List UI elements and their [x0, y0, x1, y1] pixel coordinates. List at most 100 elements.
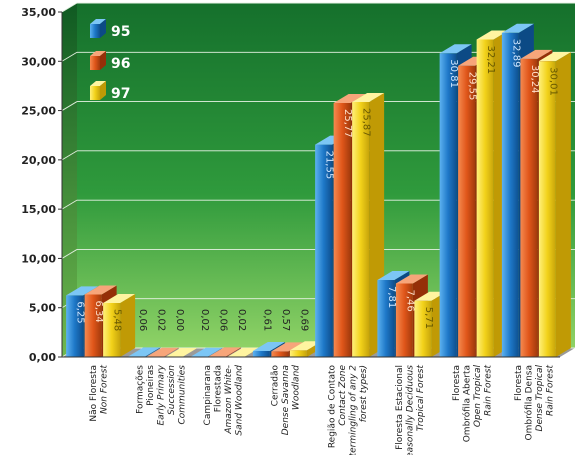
category-label-line: Campinarana	[203, 365, 213, 425]
bar-top	[146, 347, 179, 357]
bar-top	[395, 274, 428, 284]
data-label: 5,71	[423, 307, 434, 329]
bar	[103, 302, 121, 357]
data-label: 32,21	[485, 46, 496, 75]
legend-swatch	[90, 86, 100, 100]
data-label: 30,81	[448, 59, 459, 88]
bar-side	[120, 293, 136, 357]
bar	[377, 280, 395, 357]
category-label-line: Dense Tropical	[535, 365, 545, 432]
bar-top	[352, 92, 385, 102]
y-tick-label: 0,00	[29, 351, 56, 364]
legend-swatch-side	[100, 19, 106, 38]
data-label: 30,01	[547, 67, 558, 96]
category-label-line: Floresta Estacional	[395, 365, 405, 450]
bar-top	[520, 49, 553, 59]
bar	[352, 101, 370, 357]
gridline-diag	[61, 199, 78, 210]
category-label-line: Florestada	[213, 365, 223, 412]
category-label-line: Contact Zone	[338, 365, 348, 426]
bar-top	[476, 30, 509, 40]
legend-label: 97	[111, 86, 130, 102]
bar	[501, 32, 519, 357]
bar-top	[271, 342, 304, 352]
legend-label: 96	[111, 56, 130, 72]
category-label-line: Non Forest	[99, 365, 109, 414]
gridline-diag	[61, 2, 78, 13]
category-label-line: Sand Woodland	[234, 365, 244, 436]
legend-label: 95	[111, 24, 130, 40]
data-label: 25,87	[361, 108, 372, 137]
bar	[333, 102, 351, 357]
bar-top	[501, 23, 534, 33]
category-label-line: Dense Savanna	[281, 365, 291, 435]
bar-side	[555, 52, 571, 358]
category-label: FlorestaOmbrófila DensaDense TropicalRai…	[514, 365, 556, 441]
bar-top	[377, 271, 410, 281]
bar-top	[333, 93, 366, 103]
data-label: 0,06	[218, 309, 229, 331]
bar	[271, 351, 289, 357]
category-label: Floresta EstacionalSeasonally DeciduousT…	[395, 365, 426, 455]
data-label: 0,61	[261, 309, 272, 331]
bar	[315, 144, 333, 357]
data-label: 21,55	[324, 151, 335, 180]
legend-swatch-top	[90, 51, 106, 56]
bar	[395, 283, 413, 357]
bar-top	[128, 347, 161, 357]
bar	[252, 350, 270, 357]
category-label-line: Woodland	[291, 365, 301, 410]
category-label-line: Early Primary	[156, 364, 166, 425]
data-label: 0,00	[174, 309, 185, 331]
category-label-line: Região de Contato	[327, 365, 337, 449]
category-label-line: Succession	[167, 365, 177, 415]
bar-side	[207, 347, 223, 357]
bar	[538, 61, 556, 358]
category-label-line: Ombrófila Densa	[524, 365, 535, 441]
data-label: 32,89	[510, 39, 521, 68]
legend-swatch	[90, 56, 100, 70]
category-label-line: Seasonally Deciduous	[405, 365, 415, 455]
gridline-diag	[61, 150, 78, 161]
data-label: 30,24	[529, 65, 540, 94]
category-label-line: Rain Forest	[546, 365, 556, 416]
y-tick-label: 20,00	[21, 154, 56, 167]
gridline-diag	[61, 51, 78, 62]
category-label-line: Open Tropical	[473, 365, 483, 428]
category-label: CerradãoDense SavannaWoodland	[270, 365, 301, 436]
bar-top	[439, 44, 472, 54]
bar	[66, 295, 84, 357]
bar-top	[190, 347, 223, 357]
bar-top	[165, 348, 198, 357]
bar	[414, 300, 432, 357]
legend-swatch-side	[100, 81, 106, 100]
data-label: 0,02	[236, 309, 247, 331]
data-label: 0,02	[155, 309, 166, 331]
side-wall	[62, 3, 77, 357]
data-label: 0,02	[199, 309, 210, 331]
category-label: Não FlorestaNon Forest	[89, 365, 110, 422]
category-label-line: Formações	[135, 365, 145, 414]
category-label-line: Pioneiras	[146, 365, 156, 406]
category-label-line: Cerradão	[270, 365, 280, 407]
bar	[458, 65, 476, 357]
y-tick-label: 30,00	[21, 55, 56, 68]
data-label: 25,77	[342, 109, 353, 138]
bar-top	[289, 341, 322, 351]
data-label: 29,55	[467, 72, 478, 101]
data-label: 0,57	[280, 309, 291, 331]
bar-side	[226, 347, 242, 357]
category-label: Região de ContatoContact Zone(Intermingl…	[327, 365, 369, 455]
bar-top	[414, 291, 447, 301]
bar-top	[227, 347, 260, 357]
data-label: 0,06	[137, 309, 148, 331]
bar-side	[163, 347, 179, 357]
y-tick-label: 15,00	[21, 203, 56, 216]
category-label-line: Ombrófila Aberta	[461, 365, 472, 442]
bar-top	[209, 347, 242, 357]
bar	[520, 58, 538, 358]
category-label: FlorestaOmbrófila AbertaOpen TropicalRai…	[452, 365, 494, 443]
bar-top	[103, 293, 136, 303]
legend-swatch-top	[90, 81, 106, 86]
